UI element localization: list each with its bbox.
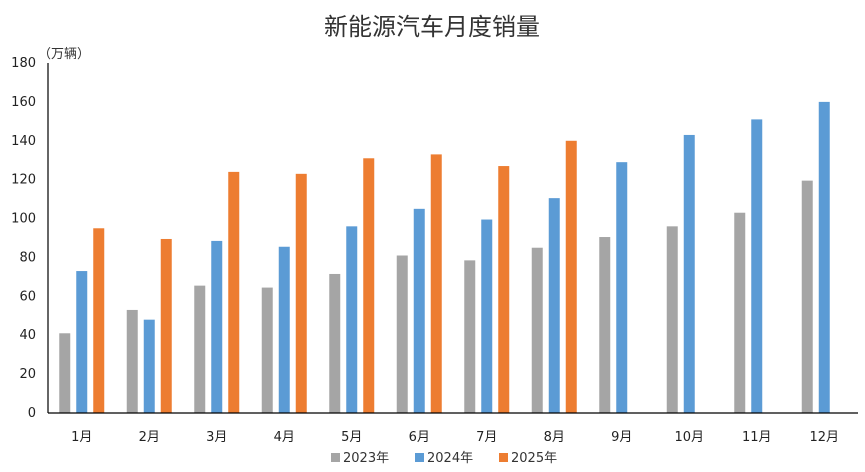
y-tick-label: 80 <box>19 250 36 265</box>
x-tick-label: 11月 <box>742 430 772 445</box>
bar-2024年-2月 <box>143 319 155 413</box>
y-tick-label: 0 <box>28 406 36 421</box>
x-tick-label: 2月 <box>139 430 160 445</box>
bar-2024年-4月 <box>278 246 290 413</box>
bar-2024年-8月 <box>548 198 560 413</box>
bar-2024年-12月 <box>818 101 830 413</box>
y-tick-label: 20 <box>19 367 36 382</box>
bar-2023年-9月 <box>599 237 611 413</box>
x-tick-label: 4月 <box>274 430 295 445</box>
bar-2024年-1月 <box>76 271 88 413</box>
legend-label: 2024年 <box>427 451 473 466</box>
x-tick-label: 8月 <box>544 430 565 445</box>
bar-2024年-6月 <box>413 208 425 413</box>
bar-2025年-1月 <box>93 228 105 413</box>
bars-group <box>59 101 830 413</box>
x-tick-label: 12月 <box>809 430 839 445</box>
bar-2024年-10月 <box>683 134 695 413</box>
bar-2024年-5月 <box>346 226 358 413</box>
legend-label: 2023年 <box>343 451 389 466</box>
bar-2025年-5月 <box>363 158 375 413</box>
bar-2023年-11月 <box>734 212 746 413</box>
x-tick-label: 9月 <box>611 430 632 445</box>
legend-swatch <box>415 453 424 462</box>
bar-2024年-9月 <box>616 162 628 413</box>
bar-2023年-2月 <box>126 309 138 413</box>
y-tick-label: 140 <box>11 134 36 149</box>
x-tick-label: 6月 <box>409 430 430 445</box>
legend: 2023年 2024年 2025年 <box>331 451 557 466</box>
y-tick-label: 180 <box>11 56 36 71</box>
x-tick-label: 1月 <box>71 430 92 445</box>
bar-2023年-1月 <box>59 333 71 413</box>
chart-title: 新能源汽车月度销量 <box>324 13 540 41</box>
y-tick-label: 160 <box>11 95 36 110</box>
bar-2023年-8月 <box>531 247 543 413</box>
y-tick-label: 40 <box>19 328 36 343</box>
bar-2025年-2月 <box>160 238 172 413</box>
bar-2025年-6月 <box>430 154 442 413</box>
legend-label: 2025年 <box>511 451 557 466</box>
bar-2023年-5月 <box>329 273 341 413</box>
bar-2023年-4月 <box>261 287 273 413</box>
y-axis-ticks: 0 20 40 60 80 100 120 140 160 180 <box>11 56 36 421</box>
legend-swatch <box>499 453 508 462</box>
bar-2025年-8月 <box>565 140 577 413</box>
bar-2023年-10月 <box>666 226 678 413</box>
y-axis-unit-label: （万辆） <box>38 47 90 62</box>
y-tick-label: 60 <box>19 289 36 304</box>
bar-2023年-7月 <box>464 260 476 413</box>
bar-2025年-4月 <box>295 173 307 413</box>
x-axis-ticks: 1月 2月 3月 4月 5月 6月 7月 8月 9月 10月 11月 12月 <box>71 430 839 445</box>
bar-2025年-7月 <box>498 166 510 413</box>
bar-2023年-6月 <box>396 255 408 413</box>
bar-2023年-3月 <box>194 285 206 413</box>
x-tick-label: 3月 <box>206 430 227 445</box>
y-tick-label: 100 <box>11 212 36 227</box>
bar-2024年-11月 <box>751 119 763 413</box>
x-tick-label: 5月 <box>341 430 362 445</box>
legend-swatch <box>331 453 340 462</box>
y-tick-label: 120 <box>11 173 36 188</box>
x-tick-label: 7月 <box>476 430 497 445</box>
bar-2024年-7月 <box>481 219 493 413</box>
bar-2025年-3月 <box>228 171 240 413</box>
x-tick-label: 10月 <box>674 430 704 445</box>
bar-2023年-12月 <box>801 180 813 413</box>
bar-2024年-3月 <box>211 240 223 413</box>
